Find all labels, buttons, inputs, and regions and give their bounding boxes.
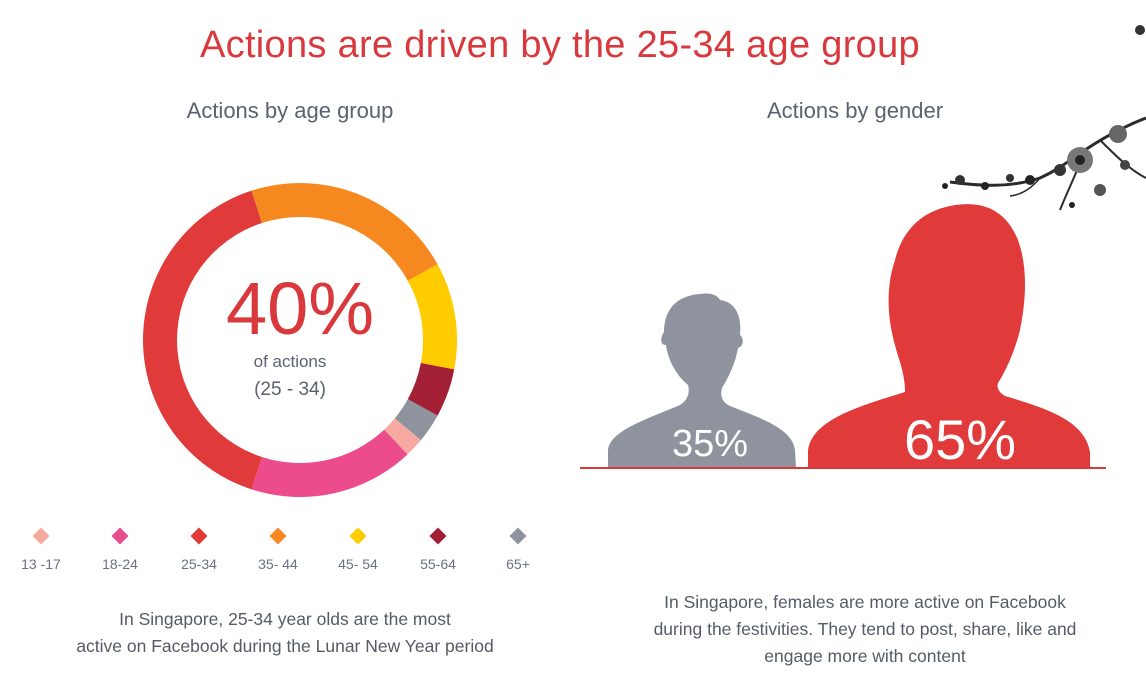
female-value: 65%	[903, 408, 1017, 471]
donut-center-range: (25 - 34)	[254, 379, 326, 400]
plum-blossom-branch-icon	[942, 25, 1146, 211]
legend-item-45-54: 45- 54	[323, 526, 393, 572]
age-legend: 13 -17 18-24 25-34 35- 44 45- 54 55-64 6…	[0, 526, 560, 586]
donut-slice-18-24	[251, 429, 408, 497]
donut-slice-45-54	[407, 264, 457, 370]
legend-label-35-44: 35- 44	[258, 556, 298, 572]
female-silhouette-icon	[808, 204, 1090, 468]
legend-item-35-44: 35- 44	[243, 526, 313, 572]
legend-item-55-64: 55-64	[403, 526, 473, 572]
gender-caption: In Singapore, females are more active on…	[600, 589, 1130, 670]
age-caption: In Singapore, 25-34 year olds are the mo…	[20, 606, 550, 660]
legend-item-25-34: 25-34	[164, 526, 234, 572]
gender-caption-line-1: In Singapore, females are more active on…	[664, 592, 1066, 612]
age-donut-chart	[143, 183, 457, 497]
page-title: Actions are driven by the 25-34 age grou…	[200, 24, 920, 66]
gender-caption-line-3: engage more with content	[764, 646, 966, 666]
donut-slice-25-34	[143, 190, 262, 490]
age-chart-subtitle: Actions by age group	[186, 98, 394, 123]
legend-label-55-64: 55-64	[420, 556, 456, 572]
legend-item-13-17: 13 -17	[6, 526, 76, 572]
legend-item-18-24: 18-24	[85, 526, 155, 572]
legend-item-65-plus: 65+	[483, 526, 553, 572]
donut-slice-65-plus	[394, 399, 438, 441]
donut-center-label: of actions	[253, 352, 327, 371]
age-caption-line-1: In Singapore, 25-34 year olds are the mo…	[119, 609, 451, 629]
donut-center-value: 40%	[225, 267, 375, 350]
legend-label-18-24: 18-24	[102, 556, 138, 572]
age-caption-line-2: active on Facebook during the Lunar New …	[76, 636, 494, 656]
male-value: 35%	[671, 423, 749, 465]
donut-slice-35-44	[251, 183, 438, 281]
donut-slice-13-17	[384, 418, 421, 455]
male-silhouette-icon	[608, 293, 796, 468]
legend-label-45-54: 45- 54	[338, 556, 378, 572]
legend-label-65-plus: 65+	[506, 556, 530, 572]
legend-label-25-34: 25-34	[181, 556, 217, 572]
gender-baseline	[580, 467, 1106, 469]
legend-label-13-17: 13 -17	[21, 556, 61, 572]
gender-caption-line-2: during the festivities. They tend to pos…	[653, 619, 1077, 639]
donut-slice-55-64	[407, 363, 455, 416]
gender-chart-subtitle: Actions by gender	[766, 98, 944, 123]
